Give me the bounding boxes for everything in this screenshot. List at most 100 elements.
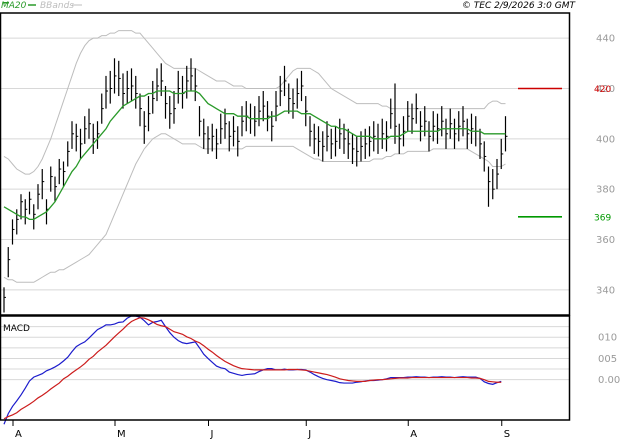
price-bar	[109, 70, 113, 104]
bband-lower-line	[3, 133, 506, 283]
price-bar	[177, 70, 181, 104]
price-bar	[394, 83, 397, 144]
price-y-tick-label: 360	[596, 235, 615, 246]
price-bar	[305, 96, 308, 127]
price-bar	[398, 123, 402, 154]
price-bar	[322, 131, 325, 162]
price-bar	[479, 128, 482, 159]
x-tick-label: S	[504, 429, 510, 440]
level-label: 369	[594, 213, 611, 223]
macd-series-line	[3, 315, 502, 425]
macd-gridlines	[1, 326, 569, 381]
price-bar	[37, 184, 40, 210]
price-bar	[50, 166, 53, 192]
price-bar	[7, 247, 11, 278]
price-bar	[169, 96, 172, 129]
price-bar	[156, 68, 159, 102]
price-bar	[28, 191, 32, 215]
price-bar	[173, 91, 176, 124]
x-tick-label: A	[15, 429, 22, 440]
price-bar	[152, 80, 155, 114]
price-bar	[373, 121, 376, 152]
bollinger-bands	[3, 30, 506, 283]
price-bar	[407, 101, 410, 132]
price-bar	[381, 118, 385, 149]
price-bar	[232, 116, 236, 147]
price-bar	[67, 141, 70, 167]
price-bar	[3, 287, 6, 313]
price-bar	[237, 126, 240, 157]
price-y-axis: 340 360 380 400 420 440	[596, 34, 615, 297]
price-bar	[441, 106, 444, 137]
price-bar	[428, 121, 431, 152]
price-bar	[432, 111, 436, 142]
price-bar	[492, 169, 495, 200]
price-bar	[88, 108, 91, 139]
price-bar	[330, 128, 334, 159]
price-bar	[79, 128, 83, 159]
price-bar	[84, 116, 87, 144]
price-bar	[122, 73, 125, 109]
price-bar	[186, 65, 189, 99]
price-bar	[356, 136, 359, 167]
price-bar	[462, 106, 465, 137]
price-bar	[347, 128, 351, 159]
price-bar	[71, 121, 74, 149]
price-bar	[207, 126, 210, 154]
price-bar	[228, 121, 232, 152]
price-bar	[385, 121, 389, 152]
price-bar	[334, 126, 338, 157]
price-bar	[496, 158, 499, 190]
level-label: 420	[594, 85, 611, 95]
price-bar	[419, 111, 423, 142]
price-bar	[118, 60, 121, 97]
price-bar	[458, 111, 461, 142]
price-bar	[351, 133, 355, 164]
price-bar	[415, 93, 419, 124]
legend-bbands-label: BBands	[40, 1, 74, 11]
price-bar	[487, 166, 491, 207]
price-bar	[466, 118, 470, 149]
macd-y-tick-label: 0.00	[598, 375, 620, 386]
price-y-tick-label: 440	[596, 34, 615, 45]
price-bar	[402, 116, 406, 147]
price-bar	[445, 118, 448, 149]
price-bar	[241, 106, 244, 137]
price-bar	[62, 161, 66, 187]
price-bar	[266, 101, 270, 132]
price-bar	[11, 219, 15, 245]
price-bar	[75, 123, 79, 152]
price-bar	[113, 58, 117, 94]
price-bar	[296, 78, 300, 109]
price-bar	[220, 113, 223, 144]
price-bar	[143, 111, 147, 144]
price-bar	[449, 108, 453, 139]
price-bar	[96, 121, 100, 149]
price-bar	[33, 204, 36, 230]
x-tick-label: A	[410, 429, 417, 440]
price-bar	[500, 138, 504, 170]
price-bar	[135, 75, 138, 109]
price-bars	[3, 58, 508, 313]
price-bar	[470, 113, 474, 144]
legend-ma20-label: MA20	[1, 1, 27, 11]
price-panel: 340 360 380 400 420 440 420 369	[0, 12, 615, 316]
macd-y-tick-label: 010	[598, 333, 617, 344]
price-y-tick-label: 420	[596, 84, 615, 95]
price-bar	[20, 194, 23, 220]
header: MA20 BBands © TEC 2/9/2026 3:0 GMT	[1, 1, 576, 11]
price-annotations: 420 369	[518, 85, 611, 223]
macd-y-tick-label: 005	[598, 354, 617, 365]
price-bar	[101, 93, 104, 124]
macd-title: MACD	[3, 324, 30, 334]
price-bar	[411, 103, 414, 134]
price-bar	[16, 209, 19, 235]
price-bar	[453, 118, 457, 149]
price-bar	[211, 123, 215, 152]
price-bar	[126, 70, 130, 104]
price-bar	[215, 128, 219, 159]
price-bar	[54, 176, 57, 202]
price-bar	[203, 118, 206, 149]
bband-upper-line	[3, 30, 506, 175]
